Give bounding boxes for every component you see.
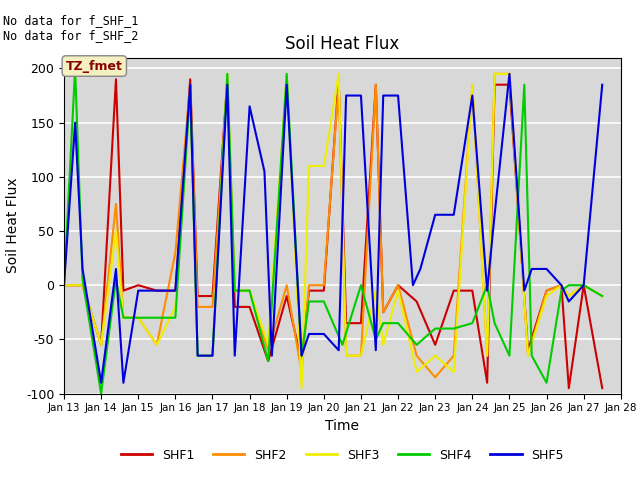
Legend: SHF1, SHF2, SHF3, SHF4, SHF5: SHF1, SHF2, SHF3, SHF4, SHF5 bbox=[116, 444, 569, 467]
X-axis label: Time: Time bbox=[325, 419, 360, 433]
Y-axis label: Soil Heat Flux: Soil Heat Flux bbox=[6, 178, 20, 274]
Title: Soil Heat Flux: Soil Heat Flux bbox=[285, 35, 399, 53]
Text: TZ_fmet: TZ_fmet bbox=[66, 60, 123, 72]
Text: No data for f_SHF_1
No data for f_SHF_2: No data for f_SHF_1 No data for f_SHF_2 bbox=[3, 14, 139, 42]
